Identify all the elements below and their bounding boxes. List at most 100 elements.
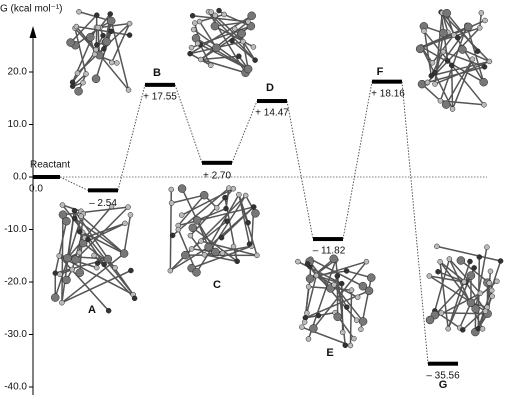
atom <box>75 268 85 277</box>
state-label: A <box>88 304 96 316</box>
atom <box>76 249 83 256</box>
atom <box>192 268 201 277</box>
atom <box>56 253 62 259</box>
value-label: + 2.70 <box>203 170 232 181</box>
atom <box>188 44 195 51</box>
bond <box>420 46 454 110</box>
atom <box>247 11 256 21</box>
bond <box>189 15 253 55</box>
atom <box>194 40 201 47</box>
atom <box>100 32 106 39</box>
atom <box>254 252 260 259</box>
bond <box>434 26 469 74</box>
atom <box>486 58 493 65</box>
bond <box>70 14 98 44</box>
atom <box>358 326 364 333</box>
atom <box>94 260 101 266</box>
atom <box>331 282 337 288</box>
atom <box>348 287 355 293</box>
atom <box>471 265 477 271</box>
atom <box>91 74 101 84</box>
bond <box>61 269 132 304</box>
atom <box>125 204 131 210</box>
atom <box>187 232 194 239</box>
bond <box>349 290 353 346</box>
atom <box>76 9 82 15</box>
atom <box>76 228 83 235</box>
atom <box>126 20 133 27</box>
atom <box>128 267 134 274</box>
energy-level <box>372 79 402 84</box>
atom <box>363 258 370 265</box>
bond <box>76 25 130 36</box>
atom <box>425 315 435 325</box>
atom <box>71 207 78 214</box>
atom <box>415 44 425 54</box>
y-axis-label: G (kcal mol⁻¹) <box>0 4 63 15</box>
bond <box>431 34 455 64</box>
atom <box>469 56 476 62</box>
bond <box>204 253 238 263</box>
atom <box>212 43 221 53</box>
bond <box>446 12 479 52</box>
atom <box>131 295 138 302</box>
atom <box>73 23 80 30</box>
atom <box>484 244 490 250</box>
atom <box>204 242 213 252</box>
atom <box>342 342 349 349</box>
atom <box>59 299 65 306</box>
bond <box>58 255 134 296</box>
atom <box>69 266 75 273</box>
atom <box>338 280 345 287</box>
value-label: 0.0 <box>29 184 43 195</box>
atom <box>62 275 71 285</box>
atom <box>358 281 368 291</box>
atom <box>459 327 466 333</box>
bond <box>93 254 136 299</box>
atom <box>466 298 476 308</box>
energy-level <box>88 188 118 193</box>
atom <box>122 220 128 227</box>
atom <box>107 11 113 17</box>
bond <box>99 22 130 29</box>
atom <box>432 81 438 87</box>
atom <box>481 64 488 70</box>
bond <box>477 260 502 329</box>
atom <box>437 259 443 265</box>
atom <box>74 70 81 76</box>
atom <box>94 12 100 18</box>
atom <box>198 238 204 244</box>
bond <box>198 21 218 49</box>
bond <box>448 258 484 330</box>
bond <box>434 258 451 312</box>
bond <box>434 33 445 85</box>
atom <box>442 8 452 18</box>
atom <box>94 42 100 48</box>
bond <box>297 260 343 285</box>
energy-level <box>33 175 60 179</box>
atom <box>226 185 232 191</box>
atom <box>211 247 220 257</box>
atom <box>58 210 68 219</box>
atom <box>188 246 195 252</box>
bond <box>196 207 227 222</box>
atom <box>69 83 76 89</box>
bond <box>189 235 206 256</box>
atom <box>488 287 495 294</box>
atom <box>181 250 190 260</box>
atom <box>295 258 301 265</box>
atom <box>347 342 354 349</box>
atom <box>449 106 456 112</box>
y-tick-label: 0.0 <box>13 172 27 183</box>
connector <box>342 81 373 240</box>
bond <box>223 13 252 27</box>
atom <box>246 241 253 247</box>
bond <box>72 73 87 87</box>
bond <box>61 252 125 304</box>
bond <box>200 21 249 61</box>
bond <box>123 214 132 254</box>
atom <box>80 79 86 86</box>
bond <box>66 205 113 259</box>
bond <box>439 25 468 102</box>
